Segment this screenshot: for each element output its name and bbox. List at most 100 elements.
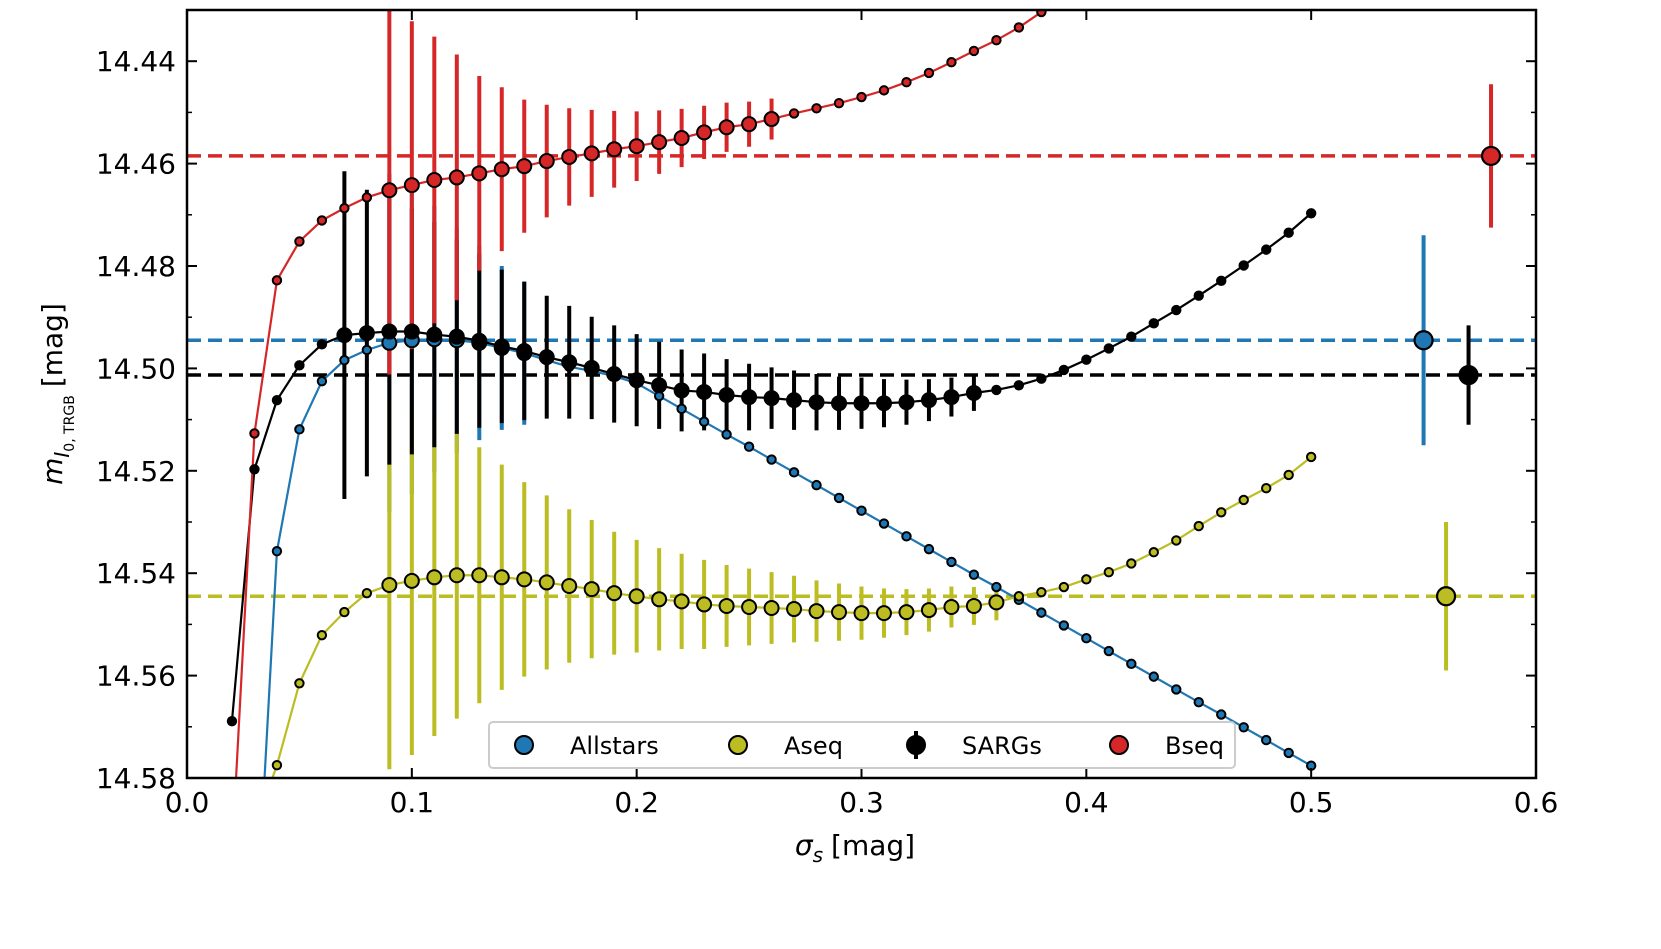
marker-large	[628, 588, 645, 605]
legend-box	[488, 721, 1236, 769]
marker-large	[673, 593, 690, 610]
marker-large	[786, 392, 803, 409]
marker-large	[696, 383, 713, 400]
marker-small	[1013, 380, 1025, 391]
marker-large	[651, 134, 668, 151]
marker-small	[1103, 645, 1115, 657]
combined-marker	[1435, 586, 1457, 607]
marker-large	[471, 567, 488, 584]
marker-small	[1261, 483, 1272, 494]
legend-label: Allstars	[570, 732, 659, 760]
marker-small	[833, 492, 845, 504]
legend-label: SARGs	[962, 732, 1042, 760]
marker-small	[878, 85, 890, 96]
marker-small	[1036, 607, 1047, 618]
marker-large	[493, 161, 510, 178]
marker-small	[1081, 574, 1092, 585]
marker-small	[228, 851, 236, 859]
marker-large	[471, 165, 488, 182]
marker-large	[920, 602, 937, 619]
marker-large	[538, 153, 555, 170]
marker-small	[698, 416, 710, 427]
y-tick-label: 14.58	[96, 762, 176, 795]
marker-small	[946, 556, 957, 568]
marker-small	[271, 394, 283, 406]
marker-large	[403, 572, 420, 589]
marker-small	[339, 606, 350, 618]
marker-small	[1216, 709, 1227, 720]
marker-small	[1081, 354, 1092, 365]
marker-large	[493, 569, 510, 586]
x-tick-label: 0.3	[839, 786, 884, 819]
marker-small	[1216, 275, 1227, 287]
x-label-sub: s	[813, 843, 823, 867]
marker-large	[583, 359, 600, 376]
legend-label: Aseq	[784, 732, 843, 760]
y-tick-label: 14.56	[96, 660, 176, 693]
marker-small	[856, 91, 867, 103]
marker-small	[271, 275, 283, 286]
marker-large	[561, 354, 578, 371]
marker-small	[1238, 260, 1249, 271]
marker-large	[561, 578, 578, 594]
combined-marker	[1458, 364, 1479, 386]
marker-small	[249, 464, 260, 475]
marker-small	[1238, 722, 1249, 733]
marker-large	[831, 604, 848, 621]
marker-small	[1305, 208, 1317, 219]
x-label-symbol: σ	[795, 829, 814, 862]
marker-small	[1283, 747, 1294, 759]
marker-small	[1283, 227, 1294, 238]
marker-small	[226, 715, 238, 727]
marker-large	[381, 323, 398, 340]
ticks: 0.0 0.1 0.2 0.3 0.4 0.5 0.6 14.44 14.46 14.48 14.5…	[96, 9, 1558, 819]
marker-large	[943, 389, 960, 406]
marker-small	[991, 384, 1002, 396]
marker-large	[808, 603, 825, 620]
y-tick-label: 14.46	[96, 148, 176, 181]
marker-large	[583, 145, 600, 162]
legend-label: Bseq	[1165, 732, 1224, 760]
marker-small	[901, 531, 912, 542]
marker-small	[294, 424, 305, 435]
marker-small	[316, 629, 328, 641]
marker-large	[741, 389, 758, 406]
marker-small	[316, 215, 328, 226]
y-label-subsub: 0, TRGB	[62, 395, 78, 452]
marker-small	[788, 108, 800, 119]
marker-large	[628, 372, 645, 389]
marker-small	[1171, 304, 1182, 316]
marker-large	[875, 395, 892, 412]
marker-large	[696, 124, 713, 141]
marker-large	[718, 119, 735, 136]
marker-small	[271, 545, 283, 557]
marker-large	[516, 342, 533, 359]
marker-large	[606, 585, 623, 602]
marker-small	[1193, 290, 1204, 301]
marker-small	[811, 103, 822, 114]
marker-large	[471, 332, 488, 349]
marker-small	[1148, 671, 1159, 682]
marker-small	[294, 360, 305, 371]
marker-large	[696, 596, 713, 613]
marker-small	[878, 518, 890, 529]
legend-marker	[514, 735, 534, 755]
marker-large	[606, 141, 623, 158]
marker-large	[403, 177, 420, 194]
marker-large	[673, 130, 690, 146]
marker-large	[381, 576, 398, 593]
marker-small	[1305, 451, 1317, 463]
marker-small	[1171, 684, 1182, 695]
x-tick-label: 0.0	[165, 786, 210, 819]
marker-small	[271, 760, 283, 771]
marker-large	[875, 605, 892, 622]
marker-small	[316, 339, 328, 350]
marker-large	[853, 395, 870, 412]
marker-small	[1058, 620, 1070, 631]
marker-large	[741, 598, 758, 615]
x-tick-label: 0.4	[1064, 786, 1109, 819]
y-tick-label: 14.44	[96, 45, 176, 78]
marker-small	[788, 467, 800, 478]
legend-marker	[728, 735, 748, 755]
